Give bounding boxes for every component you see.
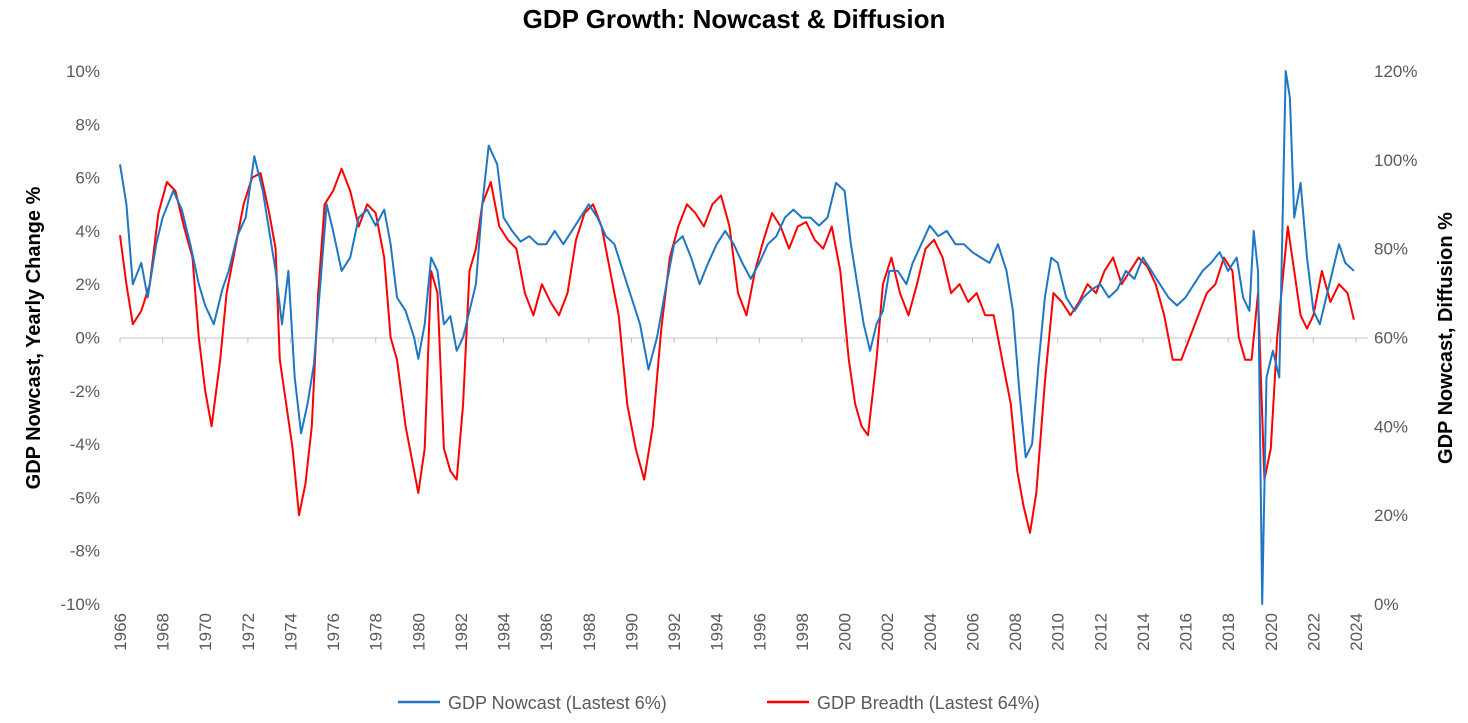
series-line-breadth <box>119 167 1355 534</box>
x-tick-label: 1988 <box>580 613 599 651</box>
y-right-tick-label: 0% <box>1374 595 1399 614</box>
x-tick-label: 2008 <box>1006 613 1025 651</box>
y-left-tick-label: 4% <box>75 222 100 241</box>
chart-title: GDP Growth: Nowcast & Diffusion <box>523 4 946 34</box>
series-line-nowcast <box>119 70 1355 605</box>
x-ticks: 1966 1968 1970 1972 1974 1976 1978 1980 1982 1984… <box>111 338 1366 651</box>
x-tick-label: 1982 <box>452 613 471 651</box>
x-tick-label: 2000 <box>836 613 855 651</box>
x-tick-label: 2024 <box>1347 613 1366 651</box>
x-tick-label: 2004 <box>921 613 940 651</box>
y-left-tick-label: -10% <box>60 595 100 614</box>
y-left-tick-label: 10% <box>66 62 100 81</box>
x-tick-label: 1974 <box>281 613 300 651</box>
x-tick-label: 2020 <box>1262 613 1281 651</box>
y-left-tick-label: 0% <box>75 329 100 348</box>
y-right-axis-label: GDP Nowcast, Diffusion % <box>1435 212 1457 464</box>
x-tick-label: 1984 <box>495 613 514 651</box>
y-left-ticks: 10% 8% 6% 4% 2% 0% -2% -4% -6% -8% -10% <box>60 62 100 614</box>
y-left-tick-label: -8% <box>70 542 100 561</box>
y-right-tick-label: 100% <box>1374 151 1417 170</box>
y-left-tick-label: -4% <box>70 435 100 454</box>
x-tick-label: 2002 <box>878 613 897 651</box>
x-tick-label: 2014 <box>1134 613 1153 651</box>
x-tick-label: 2012 <box>1091 613 1110 651</box>
x-tick-label: 1996 <box>750 613 769 651</box>
y-left-tick-label: 6% <box>75 169 100 188</box>
legend-label-breadth: GDP Breadth (Lastest 64%) <box>817 693 1040 713</box>
x-tick-label: 2018 <box>1219 613 1238 651</box>
x-tick-label: 2016 <box>1177 613 1196 651</box>
y-right-tick-label: 120% <box>1374 62 1417 81</box>
y-right-tick-label: 20% <box>1374 506 1408 525</box>
x-tick-label: 1968 <box>154 613 173 651</box>
x-tick-label: 2022 <box>1304 613 1323 651</box>
y-right-tick-label: 80% <box>1374 240 1408 259</box>
legend: GDP Nowcast (Lastest 6%) GDP Breadth (La… <box>398 693 1040 713</box>
y-right-tick-label: 40% <box>1374 417 1408 436</box>
x-tick-label: 2006 <box>963 613 982 651</box>
y-right-tick-label: 60% <box>1374 329 1408 348</box>
y-left-tick-label: 2% <box>75 275 100 294</box>
x-tick-label: 1998 <box>793 613 812 651</box>
x-tick-label: 1986 <box>537 613 556 651</box>
x-tick-label: 1972 <box>239 613 258 651</box>
x-tick-label: 1966 <box>111 613 130 651</box>
x-tick-label: 1978 <box>367 613 386 651</box>
y-left-axis-label: GDP Nowcast, Yearly Change % <box>23 186 45 489</box>
x-tick-label: 2010 <box>1049 613 1068 651</box>
x-tick-label: 1992 <box>665 613 684 651</box>
legend-label-nowcast: GDP Nowcast (Lastest 6%) <box>448 693 667 713</box>
y-left-tick-label: -6% <box>70 488 100 507</box>
x-tick-label: 1976 <box>324 613 343 651</box>
x-tick-label: 1980 <box>409 613 428 651</box>
x-tick-label: 1994 <box>708 613 727 651</box>
y-right-ticks: 120% 100% 80% 60% 40% 20% 0% <box>1374 62 1417 614</box>
x-tick-label: 1990 <box>622 613 641 651</box>
y-left-tick-label: 8% <box>75 115 100 134</box>
series-lines <box>119 70 1355 605</box>
x-tick-label: 1970 <box>196 613 215 651</box>
y-left-tick-label: -2% <box>70 382 100 401</box>
